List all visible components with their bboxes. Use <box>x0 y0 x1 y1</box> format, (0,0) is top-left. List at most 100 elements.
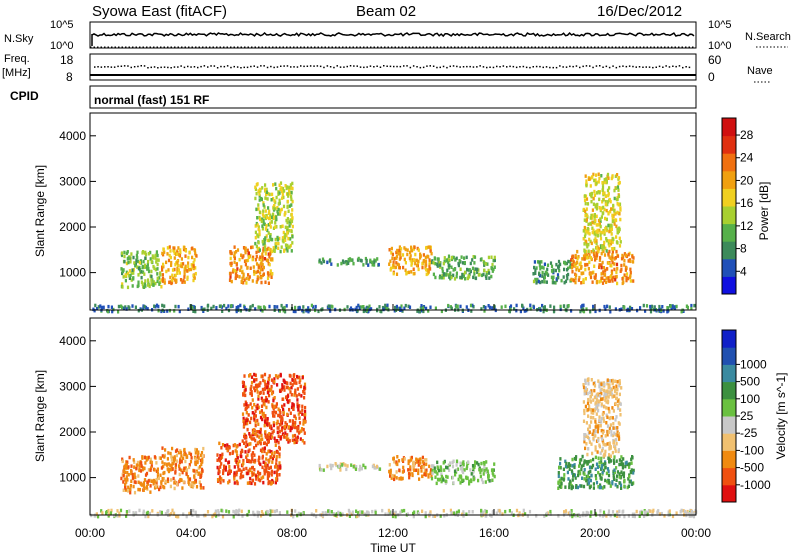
power-cell <box>607 176 610 180</box>
velocity-cell <box>182 468 186 472</box>
velocity-cell <box>279 410 282 415</box>
power-cell <box>605 237 608 241</box>
power-cell <box>599 230 602 235</box>
power-cell <box>137 273 140 277</box>
velocity-cell <box>286 433 289 437</box>
power-cell <box>257 265 261 269</box>
velocity-cell <box>278 454 281 459</box>
velocity-cell <box>263 472 266 476</box>
velocity-cell <box>166 477 170 481</box>
velocity-cell <box>245 455 248 459</box>
freq-point <box>409 66 412 69</box>
velocity-cell <box>330 510 333 514</box>
power-cell <box>399 253 402 257</box>
power-cell <box>671 304 674 308</box>
freq-point <box>479 65 481 67</box>
velocity-cell <box>125 462 128 467</box>
velocity-cell <box>620 459 623 464</box>
power-cell <box>603 273 606 277</box>
power-cell <box>601 244 604 248</box>
power-cell <box>599 256 602 260</box>
velocity-cell <box>289 390 292 394</box>
velocity-cell <box>253 468 256 472</box>
power-cell <box>180 264 183 269</box>
freq-point <box>386 65 388 67</box>
power-cell <box>615 274 618 279</box>
velocity-cell <box>590 442 593 446</box>
power-cell <box>132 277 135 281</box>
power-cell <box>365 258 368 263</box>
power-cell <box>613 196 616 201</box>
power-cell <box>567 259 570 264</box>
velocity-cell <box>470 479 473 484</box>
power-cell <box>487 268 490 273</box>
power-cell <box>282 195 285 200</box>
velocity-cell <box>170 467 173 472</box>
velocity-cell <box>243 432 246 437</box>
power-cell <box>616 281 619 286</box>
freq-point <box>97 66 99 68</box>
power-cell <box>536 260 540 264</box>
velocity-cell <box>245 435 248 440</box>
power-cell <box>128 269 131 273</box>
power-cell <box>603 278 606 283</box>
velocity-cell <box>198 480 201 484</box>
power-cell <box>429 249 432 253</box>
power-cell <box>235 250 238 254</box>
velocity-cell <box>633 512 636 516</box>
velocity-cell <box>596 392 599 396</box>
power-cell <box>179 264 182 268</box>
power-cell <box>484 274 488 279</box>
power-cell <box>150 269 153 274</box>
freq-point <box>313 65 315 67</box>
power-cell <box>256 182 259 186</box>
velocity-cell <box>606 381 609 386</box>
power-cell <box>282 204 286 209</box>
power-cell <box>161 279 164 283</box>
velocity-cell <box>284 431 287 435</box>
velocity-cell <box>264 414 267 418</box>
power-cell <box>177 246 180 250</box>
power-cell <box>289 218 292 222</box>
power-cell <box>275 186 278 191</box>
power-cell <box>281 238 284 243</box>
power-cell <box>662 309 665 313</box>
power-cell <box>261 186 264 190</box>
velocity-cell <box>225 446 228 450</box>
power-cell <box>593 240 596 244</box>
velocity-cell <box>278 511 281 515</box>
velocity-cell <box>596 450 599 454</box>
power-cell <box>613 257 616 261</box>
velocity-cell <box>413 463 416 467</box>
power-cell <box>600 251 603 256</box>
velocity-cell <box>588 424 591 428</box>
power-cell <box>159 280 162 284</box>
power-cell <box>389 268 392 272</box>
velocity-cell <box>300 429 303 433</box>
velocity-cell <box>359 510 362 514</box>
freq-point <box>266 66 269 69</box>
velocity-cell <box>461 512 464 517</box>
power-cell <box>604 246 607 251</box>
velocity-cell <box>618 458 621 462</box>
velocity-cell <box>604 443 607 447</box>
power-cell <box>424 263 427 267</box>
velocity-cell <box>247 413 250 417</box>
power-cell <box>438 275 441 280</box>
velocity-cell <box>602 462 605 467</box>
velocity-cell <box>270 378 274 382</box>
power-cell <box>342 260 345 265</box>
velocity-cell <box>202 513 206 518</box>
power-cell <box>644 309 647 313</box>
power-cell <box>178 309 181 314</box>
power-cell <box>320 261 323 265</box>
power-cell <box>163 304 166 308</box>
velocity-cell <box>270 481 273 485</box>
velocity-cell <box>598 464 601 469</box>
power-cell <box>421 262 424 266</box>
power-cell <box>606 188 610 193</box>
power-cell <box>575 273 578 278</box>
velocity-cell <box>620 470 623 474</box>
velocity-cell <box>614 379 617 383</box>
power-cell <box>357 256 360 261</box>
